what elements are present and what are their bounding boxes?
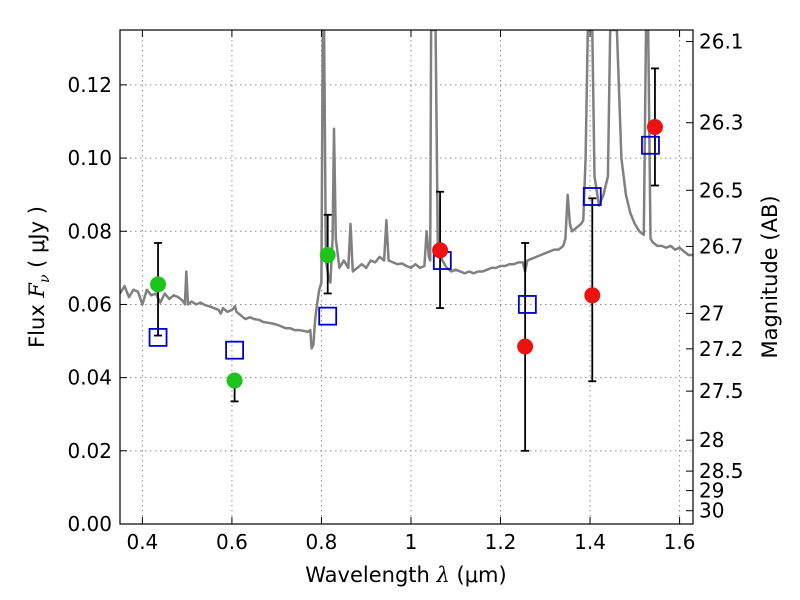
x-axis-symbol: λ	[436, 563, 450, 587]
y-tick-label: 0.04	[67, 366, 112, 390]
y2-tick-label: 27.2	[699, 337, 744, 361]
y-axis-unit: ( μJy )	[25, 206, 49, 274]
y-axis-label-prefix: Flux	[25, 298, 49, 348]
x-tick-label: 1.6	[664, 530, 696, 554]
model-spectrum-line	[120, 30, 693, 350]
y-axis-symbol: F	[25, 282, 49, 299]
observed-point-red	[646, 118, 663, 135]
y2-tick-label: 26.7	[699, 234, 744, 258]
spectrum-layer	[120, 30, 693, 350]
y2-tick-label: 30	[699, 499, 724, 523]
y2-tick-label: 27.5	[699, 379, 744, 403]
plot-background	[120, 30, 693, 524]
y-tick-label: 0.12	[67, 73, 112, 97]
observed-point-red	[584, 287, 601, 304]
model-photometry-square	[318, 306, 338, 326]
y2-tick-label: 26.1	[699, 30, 744, 54]
y-tick-label: 0.02	[67, 439, 112, 463]
y-tick-label: 0.06	[67, 292, 112, 316]
observed-point-red	[432, 242, 449, 259]
model-photometry-square	[148, 327, 168, 347]
model-photometry-square	[517, 295, 537, 314]
observed-point-red	[517, 338, 534, 355]
y-axis-label: Flux Fν ( μJy )	[25, 206, 53, 348]
x-tick-label: 0.6	[216, 530, 248, 554]
model-photometry-square	[641, 135, 660, 155]
x-axis-label-prefix: Wavelength	[305, 563, 436, 587]
x-tick-label: 1.4	[574, 530, 606, 554]
marks-layer	[148, 67, 663, 452]
x-tick-label: 0.4	[126, 530, 158, 554]
y-tick-label: 0.10	[67, 146, 112, 170]
observed-point-green	[319, 247, 336, 264]
x-axis-unit: (μm)	[450, 563, 507, 587]
model-photometry-square	[225, 340, 245, 360]
model-photometry-square	[582, 187, 602, 206]
x-axis-label: Wavelength λ (μm)	[305, 563, 506, 587]
y2-tick-label: 28	[699, 428, 724, 452]
y2-tick-label: 27	[699, 301, 724, 325]
x-tick-label: 1.2	[485, 530, 517, 554]
y-tick-label: 0.00	[67, 512, 112, 536]
x-tick-label: 1	[405, 530, 418, 554]
y-axis-subscript: ν	[37, 274, 53, 283]
plot-frame	[119, 29, 694, 525]
y2-tick-label: 28.5	[699, 459, 744, 483]
ticks: 0.4 0.6 0.8 1 1.2 1.4 1.6 0.00 0.02 0.04 0.06 0.08 0…	[67, 30, 743, 554]
grid	[120, 30, 693, 525]
x-tick-label: 0.8	[306, 530, 338, 554]
observed-point-green	[150, 276, 167, 293]
y2-axis-label: Magnitude (AB)	[758, 195, 782, 358]
y2-tick-label: 26.3	[699, 111, 744, 135]
y-tick-label: 0.08	[67, 219, 112, 243]
y2-tick-label: 26.5	[699, 178, 744, 202]
y2-tick-label: 29	[699, 479, 724, 503]
observed-point-green	[226, 372, 243, 389]
